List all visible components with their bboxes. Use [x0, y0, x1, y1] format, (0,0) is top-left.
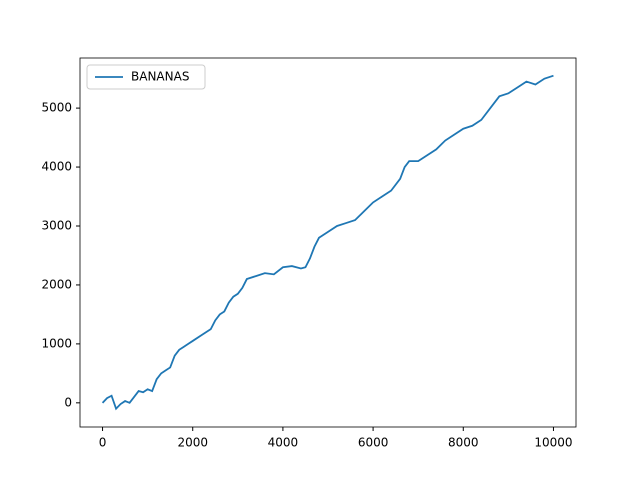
x-tick-label: 2000 — [177, 436, 208, 450]
y-tick-label: 1000 — [41, 336, 72, 350]
legend-label: BANANAS — [131, 70, 189, 84]
data-line — [101, 74, 554, 411]
legend-box — [86, 64, 206, 90]
y-tick-label: 2000 — [41, 277, 72, 291]
y-tick-label: 0 — [64, 395, 72, 409]
x-tick-label: 8000 — [448, 436, 479, 450]
y-tick-label: 5000 — [41, 101, 72, 115]
x-tick-label: 4000 — [268, 436, 299, 450]
x-tick-label: 10000 — [534, 436, 572, 450]
x-tick-label: 0 — [99, 436, 107, 450]
y-tick-label: 4000 — [41, 160, 72, 174]
plot-frame — [79, 57, 577, 428]
y-tick-label: 3000 — [41, 218, 72, 232]
x-tick-label: 6000 — [358, 436, 389, 450]
